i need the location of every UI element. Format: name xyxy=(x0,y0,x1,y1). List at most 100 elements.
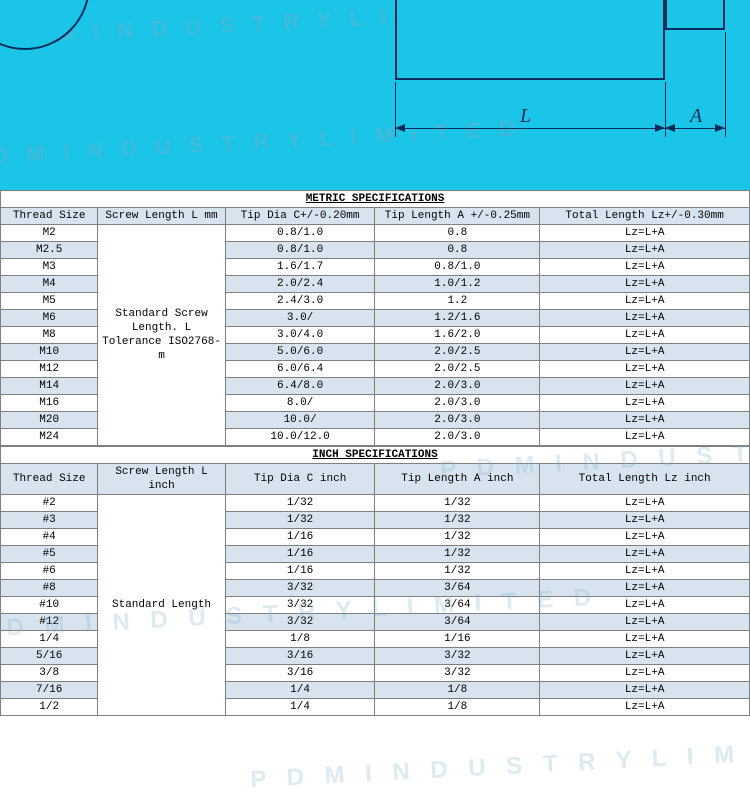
cell-thread: M20 xyxy=(1,412,98,429)
column-header: Tip Dia C+/-0.20mm xyxy=(225,208,375,225)
cell-thread: M8 xyxy=(1,327,98,344)
cell-tip-dia: 2.4/3.0 xyxy=(225,293,375,310)
cell-tip-len: 1/32 xyxy=(375,495,540,512)
cell-tip-dia: 3/16 xyxy=(225,648,375,665)
cell-tip-dia: 3/32 xyxy=(225,614,375,631)
column-header: Screw Length L mm xyxy=(98,208,225,225)
cell-tip-dia: 8.0/ xyxy=(225,395,375,412)
cell-tip-len: 3/64 xyxy=(375,597,540,614)
column-header: Thread Size xyxy=(1,464,98,495)
cell-total-len: Lz=L+A xyxy=(540,597,750,614)
column-header: Total Length Lz+/-0.30mm xyxy=(540,208,750,225)
cell-tip-dia: 6.4/8.0 xyxy=(225,378,375,395)
cell-total-len: Lz=L+A xyxy=(540,225,750,242)
cell-total-len: Lz=L+A xyxy=(540,631,750,648)
cell-tip-dia: 6.0/6.4 xyxy=(225,361,375,378)
cell-thread: #5 xyxy=(1,546,98,563)
cell-tip-dia: 2.0/2.4 xyxy=(225,276,375,293)
cell-tip-dia: 0.8/1.0 xyxy=(225,225,375,242)
cell-thread: #10 xyxy=(1,597,98,614)
cell-thread: #4 xyxy=(1,529,98,546)
cell-total-len: Lz=L+A xyxy=(540,648,750,665)
cell-thread: M3 xyxy=(1,259,98,276)
cell-thread: M5 xyxy=(1,293,98,310)
cell-tip-len: 3/32 xyxy=(375,665,540,682)
cell-tip-dia: 1/16 xyxy=(225,529,375,546)
cell-tip-dia: 1/32 xyxy=(225,495,375,512)
cell-thread: M12 xyxy=(1,361,98,378)
cell-tip-dia: 1/8 xyxy=(225,631,375,648)
cell-total-len: Lz=L+A xyxy=(540,361,750,378)
cell-tip-len: 1/8 xyxy=(375,682,540,699)
cell-tip-len: 3/32 xyxy=(375,648,540,665)
dim-line-l xyxy=(395,128,665,129)
cell-tip-dia: 1/16 xyxy=(225,563,375,580)
cell-tip-len: 1.0/1.2 xyxy=(375,276,540,293)
cell-tip-len: 3/64 xyxy=(375,580,540,597)
column-header: Tip Length A +/-0.25mm xyxy=(375,208,540,225)
dim-label-l: L xyxy=(520,105,531,128)
column-header: Screw Length L inch xyxy=(98,464,225,495)
cell-tip-len: 2.0/2.5 xyxy=(375,344,540,361)
cell-total-len: Lz=L+A xyxy=(540,665,750,682)
watermark: P D M I N D U S T R Y L I M I T E D xyxy=(0,115,522,170)
cell-total-len: Lz=L+A xyxy=(540,395,750,412)
cell-tip-len: 2.0/3.0 xyxy=(375,378,540,395)
cell-thread: M6 xyxy=(1,310,98,327)
cell-thread: M24 xyxy=(1,429,98,446)
drawing-rect-tip xyxy=(665,0,725,30)
arrow-left-icon xyxy=(395,124,405,132)
cell-thread: 3/8 xyxy=(1,665,98,682)
cell-thread: #3 xyxy=(1,512,98,529)
arrow-right-icon xyxy=(655,124,665,132)
technical-drawing-area: P D M I N D U S T R Y L I M I T E D P D … xyxy=(0,0,750,190)
column-header: Total Length Lz inch xyxy=(540,464,750,495)
table-row: #2Standard Length1/321/32Lz=L+A xyxy=(1,495,750,512)
cell-tip-len: 1/32 xyxy=(375,563,540,580)
watermark: P D M I N D U S T R Y L I M I T E D xyxy=(250,734,750,794)
drawing-rect-body xyxy=(395,0,665,80)
cell-tip-dia: 3/16 xyxy=(225,665,375,682)
cell-thread: 5/16 xyxy=(1,648,98,665)
cell-thread: #6 xyxy=(1,563,98,580)
cell-thread: M10 xyxy=(1,344,98,361)
cell-total-len: Lz=L+A xyxy=(540,327,750,344)
cell-tip-len: 2.0/3.0 xyxy=(375,429,540,446)
cell-total-len: Lz=L+A xyxy=(540,546,750,563)
column-header: Tip Length A inch xyxy=(375,464,540,495)
cell-tip-dia: 1/4 xyxy=(225,699,375,716)
table-row: M2Standard Screw Length. L Tolerance ISO… xyxy=(1,225,750,242)
cell-total-len: Lz=L+A xyxy=(540,378,750,395)
cell-thread: M4 xyxy=(1,276,98,293)
cell-tip-dia: 1/16 xyxy=(225,546,375,563)
cell-thread: M2.5 xyxy=(1,242,98,259)
cell-total-len: Lz=L+A xyxy=(540,344,750,361)
cell-total-len: Lz=L+A xyxy=(540,429,750,446)
cell-thread: 1/4 xyxy=(1,631,98,648)
cell-tip-dia: 3/32 xyxy=(225,597,375,614)
cell-thread: #2 xyxy=(1,495,98,512)
cell-tip-len: 1.2 xyxy=(375,293,540,310)
cell-tip-len: 1/32 xyxy=(375,529,540,546)
cell-tip-dia: 3.0/4.0 xyxy=(225,327,375,344)
cell-tip-len: 1/16 xyxy=(375,631,540,648)
cell-tip-len: 0.8/1.0 xyxy=(375,259,540,276)
arrow-right-icon xyxy=(715,124,725,132)
metric-title: METRIC SPECIFICATIONS xyxy=(1,191,750,208)
cell-tip-dia: 1/4 xyxy=(225,682,375,699)
cell-tip-dia: 1/32 xyxy=(225,512,375,529)
cell-tip-len: 2.0/2.5 xyxy=(375,361,540,378)
cell-total-len: Lz=L+A xyxy=(540,699,750,716)
cell-total-len: Lz=L+A xyxy=(540,512,750,529)
cell-tip-len: 0.8 xyxy=(375,242,540,259)
cell-total-len: Lz=L+A xyxy=(540,242,750,259)
drawing-circle xyxy=(0,0,90,50)
dim-extension xyxy=(725,32,726,137)
column-header: Thread Size xyxy=(1,208,98,225)
cell-thread: #8 xyxy=(1,580,98,597)
inch-title: INCH SPECIFICATIONS xyxy=(1,447,750,464)
cell-tip-dia: 10.0/12.0 xyxy=(225,429,375,446)
cell-total-len: Lz=L+A xyxy=(540,310,750,327)
inch-table: INCH SPECIFICATIONS Thread SizeScrew Len… xyxy=(0,446,750,716)
cell-length-merged: Standard Screw Length. L Tolerance ISO27… xyxy=(98,225,225,446)
